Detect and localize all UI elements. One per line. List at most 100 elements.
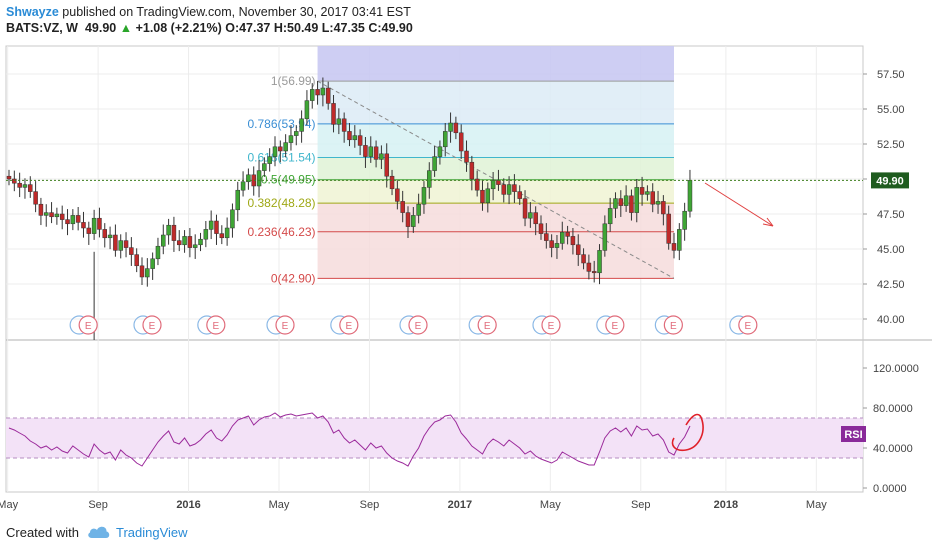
candle-body (549, 240, 554, 248)
candle-body (155, 245, 161, 260)
fib-level-label: 0.5(49.95) (261, 173, 316, 187)
candle-body (150, 258, 155, 269)
rsi-tick-label: 120.0000 (873, 363, 919, 375)
candle-body (22, 184, 28, 188)
symbol-label[interactable]: BATS:VZ, W (6, 21, 78, 35)
tradingview-brand[interactable]: TradingView (87, 525, 188, 540)
candle-body (235, 189, 241, 211)
rsi-badge-label: RSI (844, 429, 862, 441)
up-arrow-icon: ▲ (119, 21, 133, 35)
earnings-marker (206, 315, 226, 335)
candle-body (288, 135, 294, 143)
candle-body (278, 146, 283, 152)
candle-body (629, 195, 634, 213)
candle-body (671, 243, 677, 251)
candle-body (341, 118, 347, 132)
candle-body (453, 122, 459, 134)
candle-body (613, 198, 618, 209)
candle-body (198, 238, 203, 246)
fib-level-label: 0.786(53.94) (247, 117, 315, 131)
candle-body (607, 208, 613, 225)
candle-body (28, 184, 33, 192)
candle-body (618, 198, 624, 206)
candle-body (304, 100, 310, 120)
candle-body (17, 182, 22, 188)
author-link[interactable]: Shwayze (6, 5, 59, 19)
candle-body (363, 145, 368, 157)
price-chart[interactable]: 1(56.99) 0.786(53.94) 0.618(51.54) 0.5(49.9… (0, 0, 932, 520)
candle-body (352, 135, 358, 141)
candle-body (187, 236, 193, 248)
candle-body (538, 223, 544, 234)
candle-body (267, 156, 272, 164)
earnings-marker (663, 315, 683, 335)
earnings-marker (605, 315, 625, 335)
candle-body (506, 184, 512, 195)
candles (6, 77, 863, 340)
publish-line: Shwayze published on TradingView.com, No… (6, 4, 926, 20)
candle-body (139, 265, 145, 278)
fib-level-label: 0.382(48.28) (247, 196, 315, 210)
candle-body (474, 178, 480, 191)
chart-header: Shwayze published on TradingView.com, No… (6, 4, 926, 38)
candle-body (65, 219, 70, 225)
candle-body (485, 188, 491, 204)
candle-body (12, 178, 17, 184)
footer: Created with TradingView (6, 522, 188, 542)
candle-body (145, 268, 150, 278)
candle-body (501, 184, 507, 195)
candle-body (575, 244, 581, 255)
candle-body (33, 191, 38, 205)
earnings-marker (78, 315, 98, 335)
time-axis[interactable]: May Sep 2016 May Sep 2017 May Sep 2018 May (0, 499, 827, 511)
trend-arrow-line[interactable] (704, 182, 774, 227)
cloud-logo-icon (88, 526, 110, 538)
candle-body (655, 201, 661, 205)
earnings-marker-label: E (346, 321, 353, 332)
fib-zone (317, 231, 674, 279)
candle-body (246, 174, 251, 183)
earnings-marker (477, 315, 497, 335)
ohlc-line: BATS:VZ, W 49.90 ▲ +1.08 (+2.21%) O:47.3… (6, 20, 926, 36)
rsi-axis[interactable]: 120.0000 80.0000 40.0000 0.0000 (863, 363, 919, 495)
candle-body (480, 189, 485, 204)
candle-body (272, 146, 278, 157)
hand-drawn-circle-annotation[interactable] (671, 413, 704, 452)
earnings-marker (541, 315, 561, 335)
candle-body (256, 170, 262, 187)
candle-body (373, 146, 379, 160)
fib-zone (317, 179, 674, 204)
candle-body (43, 212, 49, 216)
candle-body (91, 217, 97, 234)
candle-body (6, 175, 12, 180)
ohlc-values: O:47.37 H:50.49 L:47.35 C:49.90 (225, 21, 413, 35)
candle-body (411, 215, 416, 227)
candle-body (512, 184, 517, 192)
candle-body (565, 231, 570, 237)
candle-body (59, 213, 65, 220)
earnings-marker (142, 315, 162, 335)
candle-body (262, 163, 267, 171)
candle-body (645, 191, 650, 195)
candle-body (123, 240, 129, 248)
candle-body (325, 87, 331, 104)
earnings-marker-label: E (612, 321, 619, 332)
tradingview-label[interactable]: TradingView (115, 524, 188, 540)
fibonacci-retracement[interactable]: 1(56.99) 0.786(53.94) 0.618(51.54) 0.5(49.9… (247, 46, 675, 285)
x-tick-label: Sep (631, 499, 651, 511)
candle-body (331, 103, 336, 125)
candle-body (219, 233, 225, 239)
y-tick-label: 55.00 (877, 104, 905, 116)
publish-info: published on TradingView.com, November 3… (62, 5, 411, 19)
candle-body (129, 247, 134, 255)
y-tick-label: 57.50 (877, 69, 905, 81)
earnings-marker-label: E (149, 321, 156, 332)
candle-body (214, 220, 219, 234)
y-tick-label: 40.00 (877, 314, 905, 326)
candle-body (309, 89, 315, 101)
candle-body (134, 254, 139, 267)
earnings-marker-label: E (548, 321, 555, 332)
candle-body (203, 229, 209, 240)
candle-body (490, 180, 496, 190)
